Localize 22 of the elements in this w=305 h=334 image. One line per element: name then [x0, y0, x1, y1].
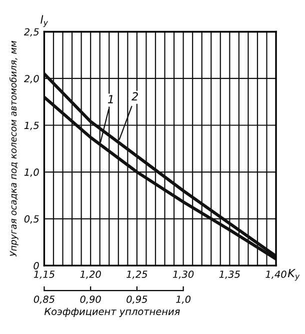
- x2-tick-label: 0,95: [126, 296, 148, 304]
- x-tick-label: 1,25: [126, 270, 148, 279]
- x2-axis-title: Коэффициент уплотнения: [44, 308, 180, 317]
- x-axis-title: K$_{y}$: [288, 269, 300, 281]
- y-tick-label: 1,0: [24, 168, 39, 177]
- chart-title: l$_{y}$: [40, 15, 48, 28]
- y-tick-label: 2,5: [24, 28, 39, 37]
- y-tick-label: 1,5: [24, 122, 39, 130]
- y-axis-title: Упругая осадка под колесом автомобиля, мм: [9, 40, 18, 256]
- y-tick-label: 0: [34, 262, 39, 270]
- x2-tick-label: 1,0: [176, 296, 191, 304]
- x-tick-label: 1,20: [80, 270, 101, 279]
- x-tick-label: 1,35: [219, 270, 240, 279]
- y-tick-label: 2,0: [24, 74, 39, 84]
- annotation: 1: [108, 95, 113, 104]
- x-tick-label: 1,30: [172, 270, 194, 279]
- x-tick-label: 1,40: [266, 270, 286, 279]
- y-tick-label: 0,5: [24, 215, 39, 224]
- x-tick-label: 1,15: [34, 270, 55, 279]
- annotation: 2: [132, 92, 138, 100]
- x2-tick-label: 0,90: [80, 296, 101, 304]
- x2-tick-label: 0,85: [34, 296, 55, 304]
